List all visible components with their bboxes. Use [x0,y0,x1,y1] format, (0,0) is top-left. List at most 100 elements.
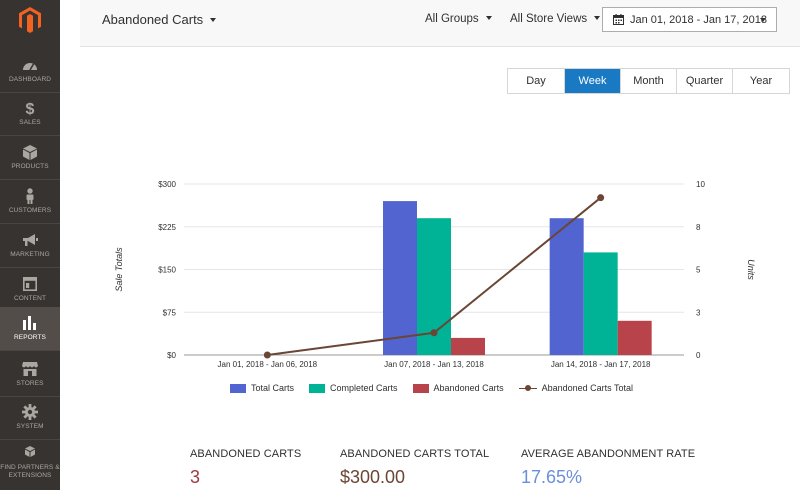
boxes-icon [22,445,38,461]
sidebar-item-system[interactable]: SYSTEM [0,396,60,439]
x-tick-label: Jan 07, 2018 - Jan 13, 2018 [384,360,484,369]
tab-day[interactable]: Day [508,69,565,93]
tab-year[interactable]: Year [733,69,789,93]
sidebar-divider [0,92,60,93]
sidebar-divider [0,179,60,180]
legend-swatch [230,383,246,393]
store-view-label: All Store Views [510,13,588,25]
sidebar-item-label: CONTENT [13,295,47,302]
y2-tick-label: 10 [696,180,705,189]
line-point [597,194,605,202]
y2-tick-label: 5 [696,266,701,275]
tab-month[interactable]: Month [621,69,677,93]
page-header: Abandoned Carts All Groups All Store Vie… [80,0,800,47]
storefront-icon [22,361,38,377]
total-abandoned-carts: Abandoned Carts 3 [190,448,301,488]
gauge-icon [22,57,38,73]
y2-axis-title: Units [746,259,756,280]
y2-tick-label: 8 [696,223,701,232]
chevron-down-icon [594,16,601,20]
y-tick-label: $150 [158,266,176,275]
chart-legend: Total Carts Completed Carts Abandoned Cart… [230,383,633,393]
sidebar-item-label: FIND PARTNERS & EXTENSIONS [0,463,60,479]
chart-canvas: $0 $75 $150 $225 $300 0 3 5 8 10 Sale Totals Units J… [114,180,756,369]
date-range-picker[interactable]: Jan 01, 2018 - Jan 17, 2018 [602,7,777,32]
bar-abandoned-carts [617,320,652,355]
bar-chart-icon [22,315,38,331]
cube-icon [22,144,38,160]
legend-item[interactable]: Abandoned Carts Total [518,383,633,393]
sidebar-item-sales[interactable]: $ SALES [0,92,60,135]
sidebar-divider [0,135,60,136]
person-icon [22,188,38,204]
total-label: Average Abandonment Rate [521,448,696,460]
sidebar-item-find-partners-extensions[interactable]: FIND PARTNERS & EXTENSIONS [0,440,60,484]
legend-swatch [309,383,326,393]
customer-group-select[interactable]: All Groups [425,13,492,25]
calendar-icon [613,14,624,25]
line-point [430,329,438,337]
sidebar-divider [0,223,60,224]
legend-label: Total Carts [251,383,295,393]
abandoned-carts-chart: $0 $75 $150 $225 $300 0 3 5 8 10 Sale Totals Units J… [100,170,760,400]
period-switcher: Day Week Month Quarter Year [507,68,790,94]
tab-week[interactable]: Week [565,69,621,93]
sidebar-item-label: CUSTOMERS [8,207,52,214]
sidebar-item-content[interactable]: CONTENT [0,268,60,311]
sidebar-item-label: PRODUCTS [11,163,49,170]
total-value: 17.65% [521,467,583,487]
total-label: Abandoned Carts [190,448,302,460]
layout-icon [22,276,38,292]
megaphone-icon [22,232,38,248]
date-range-label: Jan 01, 2018 - Jan 17, 2018 [630,13,767,26]
sidebar-item-marketing[interactable]: MARKETING [0,224,60,267]
total-value: 3 [190,467,201,487]
total-value: $300.00 [340,467,406,487]
sidebar-item-label: MARKETING [10,251,50,258]
x-tick-label: Jan 14, 2018 - Jan 17, 2018 [551,360,651,369]
sidebar-item-reports[interactable]: REPORTS [0,307,60,350]
tab-quarter[interactable]: Quarter [677,69,733,93]
bar-completed-carts [583,252,618,355]
legend-swatch [518,384,537,393]
sidebar-item-stores[interactable]: STORES [0,353,60,396]
chevron-down-icon [760,18,766,22]
gear-icon [22,404,38,420]
bar-abandoned-carts [451,337,485,355]
sidebar-item-label: STORES [16,380,44,387]
sidebar-divider [0,396,60,397]
y2-tick-label: 0 [696,351,701,360]
legend-item[interactable]: Completed Carts [309,383,398,393]
sidebar-item-label: REPORTS [13,334,46,341]
sidebar-item-products[interactable]: PRODUCTS [0,136,60,179]
sidebar-item-dashboard[interactable]: DASHBOARD [0,49,60,92]
y-tick-label: $300 [158,180,176,189]
report-type-label: Abandoned Carts [102,12,204,27]
bar-total-carts [383,201,417,355]
legend-item[interactable]: Abandoned Carts [412,383,504,393]
sidebar-divider [0,439,60,440]
total-abandoned-carts-total: Abandoned Carts Total $300.00 [340,448,489,488]
magento-logo-icon [19,7,41,33]
total-average-abandonment-rate: Average Abandonment Rate 17.65% [521,448,695,488]
sidebar-item-customers[interactable]: CUSTOMERS [0,180,60,223]
chevron-down-icon [485,16,492,20]
sidebar-item-label: SALES [19,119,41,126]
total-label: Abandoned Carts Total [340,448,490,460]
legend-swatch [412,383,429,393]
dollar-icon: $ [22,100,38,116]
store-view-select[interactable]: All Store Views [510,13,601,25]
sidebar-item-label: SYSTEM [16,423,44,430]
sidebar-item-label: DASHBOARD [8,76,52,83]
line-point [263,351,271,359]
admin-sidebar: DASHBOARD $ SALES PRODUCTS CUSTOMERS MARKETIN… [0,0,60,490]
y-tick-label: $225 [158,223,176,232]
report-type-select[interactable]: Abandoned Carts [102,12,217,27]
y2-tick-label: 3 [696,308,701,317]
y-tick-label: $0 [167,351,176,360]
magento-logo[interactable] [0,0,60,40]
x-tick-label: Jan 01, 2018 - Jan 06, 2018 [218,360,318,369]
bar-total-carts [549,218,584,355]
legend-label: Abandoned Carts [433,383,504,393]
legend-item[interactable]: Total Carts [230,383,294,393]
